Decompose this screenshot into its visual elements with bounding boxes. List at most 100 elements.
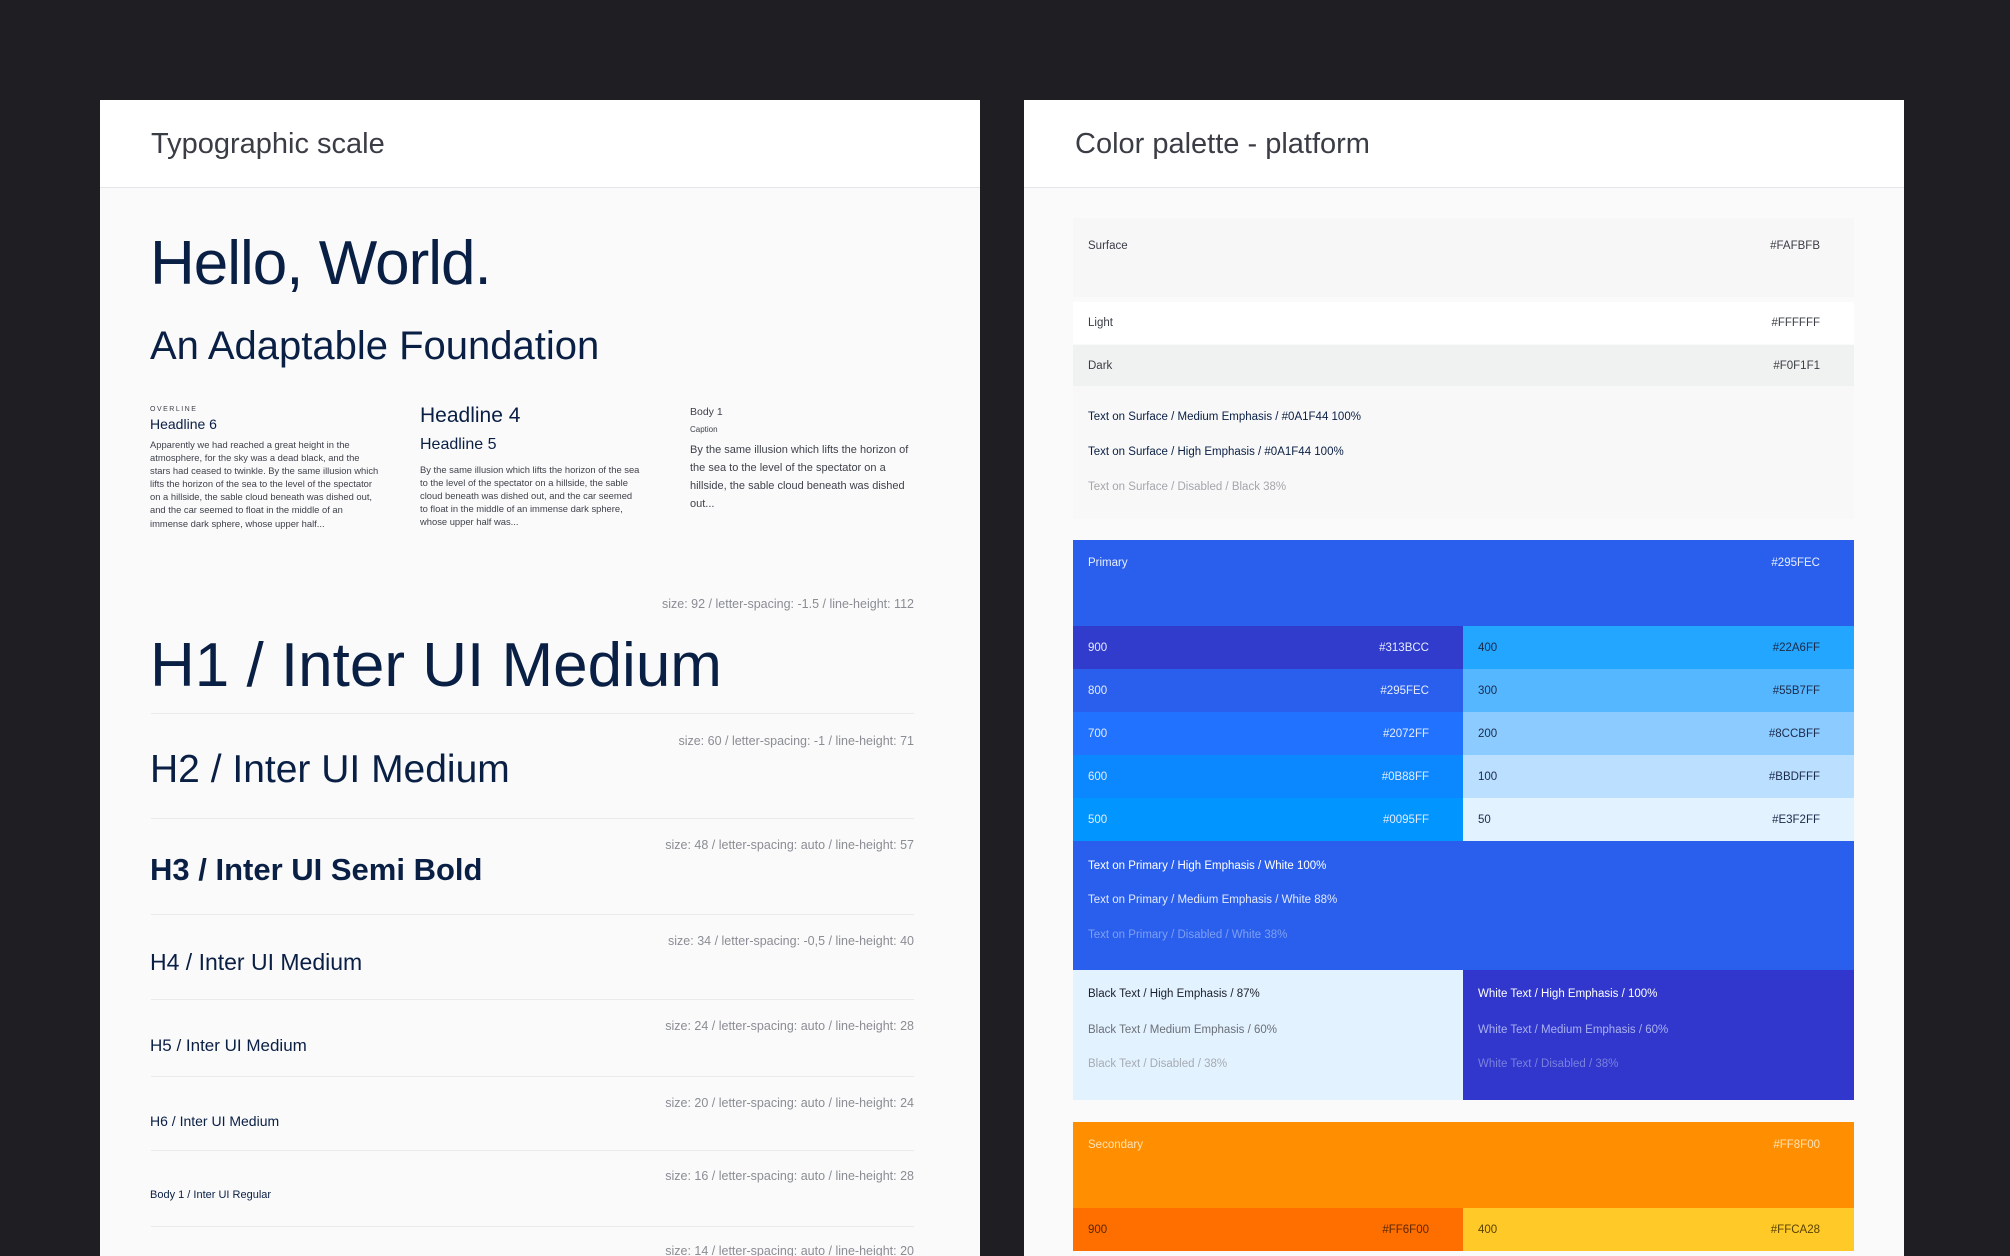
headline5-sample: Headline 5 <box>420 436 497 453</box>
surface-text-sample: Text on Surface / High Emphasis / #0A1F4… <box>1088 446 1344 458</box>
swatch-label: 100 <box>1478 770 1498 783</box>
swatch-secondary-shade: 400 #FFCA28 <box>1463 1208 1854 1251</box>
swatch-hex: #0095FF <box>1382 813 1429 826</box>
swatch-label: 800 <box>1088 684 1108 697</box>
swatch-hex: #F0F1F1 <box>1773 359 1820 372</box>
black-text-sample: Black Text / Disabled / 38% <box>1088 1058 1228 1070</box>
swatch-hex: #55B7FF <box>1772 684 1820 697</box>
hero-text: Hello, World. <box>150 229 492 298</box>
divider <box>151 1076 914 1077</box>
swatch-primary-light: 300 #55B7FF <box>1463 669 1854 712</box>
subhero-text: An Adaptable Foundation <box>150 324 600 368</box>
swatch-hex: #295FEC <box>1380 684 1429 697</box>
swatch-hex: #8CCBFF <box>1768 727 1820 740</box>
divider <box>151 713 914 714</box>
style-sample: H6 / Inter UI Medium <box>150 1113 280 1129</box>
white-text-sample: White Text / High Emphasis / 100% <box>1478 988 1658 1000</box>
swatch-label: Dark <box>1088 359 1113 372</box>
divider <box>151 1226 914 1227</box>
caption-sample: Caption <box>690 425 718 434</box>
panel-header: Typographic scale <box>100 100 980 188</box>
col1-paragraph: Apparently we had reached a great height… <box>150 439 379 529</box>
swatch-primary-dark: 700 #2072FF <box>1073 712 1463 755</box>
swatch-hex: #FAFBFB <box>1770 240 1820 252</box>
divider <box>151 818 914 819</box>
black-text-block: Black Text / High Emphasis / 87% Black Te… <box>1073 970 1463 1100</box>
swatch-hex: #2072FF <box>1382 727 1429 740</box>
swatch-primary-light: 400 #22A6FF <box>1463 626 1854 669</box>
overline-sample: OVERLINE <box>150 406 198 413</box>
swatch-label: 50 <box>1478 813 1491 826</box>
swatch-primary-light: 100 #BBDFFF <box>1463 755 1854 798</box>
style-spec: size: 14 / letter-spacing: auto / line-h… <box>665 1244 914 1256</box>
swatch-light: Light #FFFFFF <box>1073 302 1854 344</box>
style-spec: size: 92 / letter-spacing: -1.5 / line-h… <box>662 597 914 611</box>
white-text-block: White Text / High Emphasis / 100% White T… <box>1463 970 1854 1100</box>
body1-sample: Body 1 <box>690 406 723 418</box>
style-spec: size: 34 / letter-spacing: -0,5 / line-h… <box>668 934 914 948</box>
panel-title: Typographic scale <box>151 128 385 160</box>
primary-text-sample: Text on Primary / High Emphasis / White … <box>1088 860 1327 872</box>
color-palette-panel: Color palette - platform Surface #FAFBFB L… <box>1024 100 1904 1256</box>
style-spec: size: 48 / letter-spacing: auto / line-h… <box>665 838 914 852</box>
primary-text-block: Text on Primary / High Emphasis / White … <box>1073 841 1854 970</box>
swatch-primary-dark: 900 #313BCC <box>1073 626 1463 669</box>
swatch-secondary: Secondary #FF8F00 <box>1073 1122 1854 1208</box>
primary-text-sample: Text on Primary / Medium Emphasis / Whit… <box>1088 894 1338 906</box>
swatch-hex: #FFCA28 <box>1770 1223 1820 1236</box>
col2-paragraph: By the same illusion which lifts the hor… <box>420 464 640 528</box>
headline4-sample: Headline 4 <box>420 404 521 427</box>
swatch-label: Light <box>1088 317 1113 329</box>
swatch-label: Primary <box>1088 557 1128 569</box>
swatch-label: 300 <box>1478 684 1498 697</box>
swatch-label: 400 <box>1478 1223 1498 1236</box>
primary-text-sample: Text on Primary / Disabled / White 38% <box>1088 929 1288 941</box>
style-spec: size: 16 / letter-spacing: auto / line-h… <box>665 1169 914 1183</box>
swatch-primary-dark: 600 #0B88FF <box>1073 755 1463 798</box>
divider <box>151 914 914 915</box>
swatch-hex: #FF6F00 <box>1382 1223 1429 1236</box>
black-text-sample: Black Text / Medium Emphasis / 60% <box>1088 1024 1277 1036</box>
swatch-label: Secondary <box>1088 1139 1143 1151</box>
swatch-hex: #FFFFFF <box>1771 317 1820 329</box>
style-sample: H2 / Inter UI Medium <box>150 748 510 791</box>
panel-header: Color palette - platform <box>1024 100 1904 188</box>
swatch-hex: #22A6FF <box>1772 641 1820 654</box>
swatch-dark: Dark #F0F1F1 <box>1073 345 1854 386</box>
swatch-primary-dark: 500 #0095FF <box>1073 798 1463 841</box>
divider <box>151 1150 914 1151</box>
col3-paragraph: By the same illusion which lifts the hor… <box>690 444 909 510</box>
swatch-label: 600 <box>1088 770 1108 783</box>
style-spec: size: 24 / letter-spacing: auto / line-h… <box>665 1019 914 1033</box>
swatch-hex: #E3F2FF <box>1772 813 1820 826</box>
style-sample: Body 1 / Inter UI Regular <box>150 1189 272 1201</box>
headline6-sample: Headline 6 <box>150 416 217 432</box>
surface-text-block: Text on Surface / Medium Emphasis / #0A1… <box>1073 386 1854 519</box>
swatch-label: 700 <box>1088 727 1108 740</box>
swatch-secondary-shade: 900 #FF6F00 <box>1073 1208 1463 1251</box>
swatch-label: 500 <box>1088 813 1108 826</box>
swatch-label: 200 <box>1478 727 1498 740</box>
style-sample: H1 / Inter UI Medium <box>150 631 722 700</box>
swatch-hex: #0B88FF <box>1381 770 1429 783</box>
swatch-label: 400 <box>1478 641 1498 654</box>
divider <box>151 999 914 1000</box>
style-spec: size: 20 / letter-spacing: auto / line-h… <box>665 1096 914 1110</box>
swatch-label: 900 <box>1088 641 1108 654</box>
swatch-primary-light: 50 #E3F2FF <box>1463 798 1854 841</box>
swatch-hex: #FF8F00 <box>1773 1139 1820 1151</box>
swatch-hex: #BBDFFF <box>1768 770 1820 783</box>
white-text-sample: White Text / Disabled / 38% <box>1478 1058 1619 1070</box>
style-sample: H3 / Inter UI Semi Bold <box>150 852 483 887</box>
style-sample: H4 / Inter UI Medium <box>150 949 363 975</box>
swatch-hex: #295FEC <box>1771 557 1820 569</box>
surface-text-sample: Text on Surface / Disabled / Black 38% <box>1088 481 1287 493</box>
surface-text-sample: Text on Surface / Medium Emphasis / #0A1… <box>1088 411 1361 423</box>
swatch-primary: Primary #295FEC <box>1073 540 1854 626</box>
style-spec: size: 60 / letter-spacing: -1 / line-hei… <box>678 734 914 748</box>
white-text-sample: White Text / Medium Emphasis / 60% <box>1478 1024 1669 1036</box>
swatch-hex: #313BCC <box>1379 641 1429 654</box>
black-text-sample: Black Text / High Emphasis / 87% <box>1088 988 1260 1000</box>
swatch-label: 900 <box>1088 1223 1108 1236</box>
swatch-label: Surface <box>1088 240 1128 252</box>
